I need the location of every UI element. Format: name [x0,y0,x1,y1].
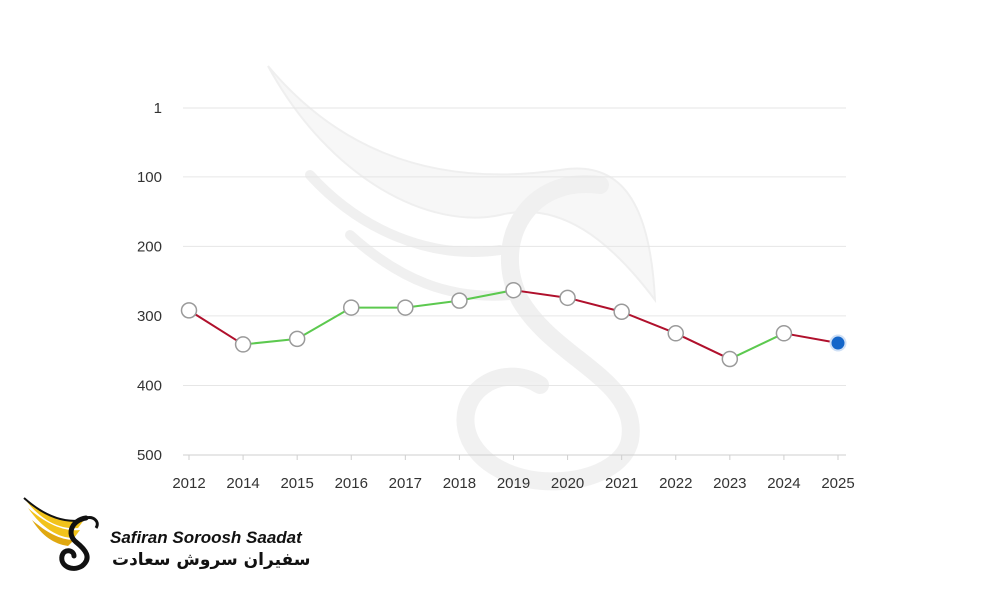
series-segment [621,310,677,335]
data-point[interactable] [451,292,468,309]
series-segment [567,296,622,313]
series-segment [729,332,785,360]
y-tick-label: 200 [137,238,162,255]
x-tick-label: 2020 [551,475,584,492]
x-tick-label: 2016 [335,475,368,492]
data-point[interactable] [667,325,684,342]
watermark [267,65,657,491]
x-tick-label: 2014 [226,475,259,492]
data-point[interactable] [343,299,360,316]
series-segment [783,332,839,345]
y-tick-label: 1 [154,100,162,117]
current-data-point[interactable] [829,334,847,352]
x-tick-label: 2021 [605,475,638,492]
data-point[interactable] [721,350,739,368]
series-segment [242,337,298,346]
data-point[interactable] [397,299,414,316]
x-axis-ticks: 2012 2014 2015 2016 2017 2018 2019 2020 2021 2022… [172,455,855,492]
x-tick-label: 2019 [497,475,530,492]
x-tick-label: 2025 [821,475,854,492]
x-tick-label: 2012 [172,475,205,492]
y-tick-label: 300 [137,308,162,325]
y-axis-ticks: 1 100 200 300 400 500 [137,100,162,464]
series-markers [180,281,847,368]
y-tick-label: 100 [137,169,162,186]
x-tick-label: 2018 [443,475,476,492]
x-tick-label: 2015 [280,475,313,492]
series-segment [296,306,352,340]
company-logo: Safiran Soroosh Saadat سفیران سروش سعادت [22,494,310,574]
x-tick-label: 2017 [389,475,422,492]
y-tick-label: 400 [137,377,162,394]
series-segment [188,309,244,346]
data-point[interactable] [613,303,630,320]
x-tick-label: 2022 [659,475,692,492]
series-segment [459,289,514,302]
series-segment [405,299,460,309]
logo-text-farsi: سفیران سروش سعادت [112,550,311,570]
data-point[interactable] [559,289,576,307]
x-tick-label: 2023 [713,475,746,492]
series-segments [188,289,839,360]
logo-text-latin: Safiran Soroosh Saadat [110,528,302,547]
grid-lines [183,107,846,456]
data-point[interactable] [775,325,793,342]
series-segment [513,289,568,299]
y-tick-label: 500 [137,447,162,464]
phoenix-logo-icon [23,497,99,571]
data-point[interactable] [288,330,306,348]
data-point[interactable] [505,281,522,299]
series-segment [675,332,731,360]
data-point[interactable] [234,336,252,353]
data-point[interactable] [180,302,198,319]
x-tick-label: 2024 [767,475,800,492]
